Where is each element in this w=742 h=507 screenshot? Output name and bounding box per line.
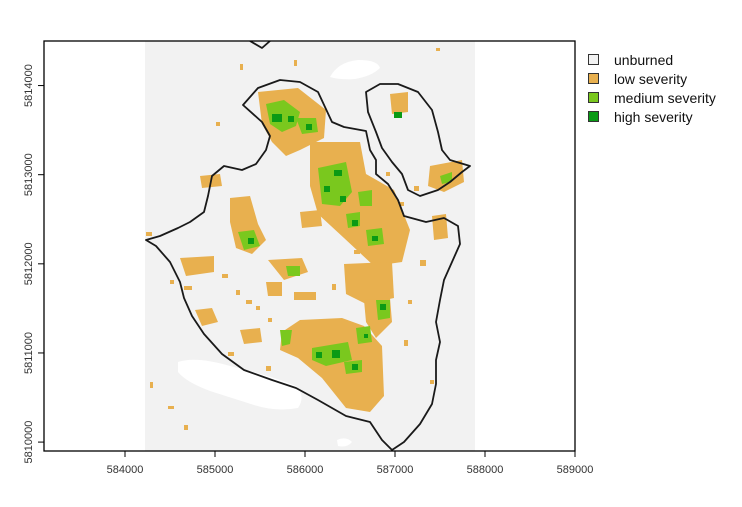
high-severity-patches	[248, 112, 402, 370]
x-tick-label: 587000	[377, 464, 414, 476]
y-tick-label: 5814000	[23, 64, 35, 107]
legend-item-low-severity: low severity	[588, 69, 716, 88]
x-tick-label: 586000	[287, 464, 324, 476]
legend-item-unburned: unburned	[588, 50, 716, 69]
legend-swatch-unburned	[588, 54, 599, 65]
x-tick-label: 584000	[107, 464, 144, 476]
legend-label-low-severity: low severity	[614, 70, 688, 87]
y-tick-label: 5811000	[23, 332, 35, 374]
y-axis: 5810000 5811000 5812000 5813000 5814000	[23, 64, 45, 464]
x-tick-label: 585000	[197, 464, 234, 476]
y-tick-label: 5812000	[23, 242, 35, 285]
legend: unburned low severity medium severity hi…	[588, 50, 716, 126]
legend-label-high-severity: high severity	[614, 108, 693, 125]
legend-item-medium-severity: medium severity	[588, 88, 716, 107]
legend-swatch-low-severity	[588, 73, 599, 84]
legend-swatch-medium-severity	[588, 92, 599, 103]
y-tick-label: 5813000	[23, 153, 35, 196]
legend-item-high-severity: high severity	[588, 107, 716, 126]
legend-label-unburned: unburned	[614, 51, 674, 68]
x-tick-label: 588000	[467, 464, 504, 476]
x-axis: 584000 585000 586000 587000 588000 589000	[107, 450, 594, 476]
y-tick-label: 5810000	[23, 421, 35, 464]
area-boundary-outline	[145, 41, 471, 451]
legend-swatch-high-severity	[588, 111, 599, 122]
low-severity-speckles	[146, 48, 440, 430]
no-data-patches	[178, 60, 380, 447]
x-tick-label: 589000	[557, 464, 594, 476]
legend-label-medium-severity: medium severity	[614, 89, 716, 106]
